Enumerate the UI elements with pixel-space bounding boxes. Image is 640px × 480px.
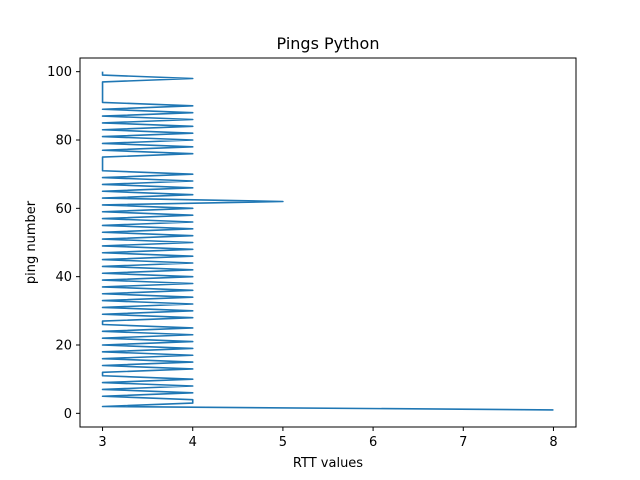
x-tick-label: 3 [98, 435, 106, 450]
y-tick-label: 100 [47, 65, 72, 80]
series-line-0 [101, 71, 554, 411]
y-tick-label: 60 [55, 202, 72, 217]
y-axis: 0 20 40 60 80 100 [47, 65, 80, 422]
y-tick-label: 80 [55, 134, 72, 149]
y-tick-label: 40 [55, 270, 72, 285]
x-tick-label: 8 [549, 435, 557, 450]
x-axis: 3 4 5 6 7 8 [98, 427, 558, 450]
y-tick-label: 20 [55, 339, 72, 354]
x-tick-label: 6 [369, 435, 377, 450]
x-tick-label: 5 [279, 435, 287, 450]
x-tick-label: 4 [189, 435, 197, 450]
y-axis-label: ping number [24, 200, 39, 284]
axes-frame [79, 57, 577, 428]
plot-area [101, 71, 554, 411]
x-axis-label: RTT values [293, 456, 363, 471]
y-tick-label: 0 [64, 407, 72, 422]
chart-title: Pings Python [277, 34, 380, 53]
x-tick-label: 7 [459, 435, 467, 450]
